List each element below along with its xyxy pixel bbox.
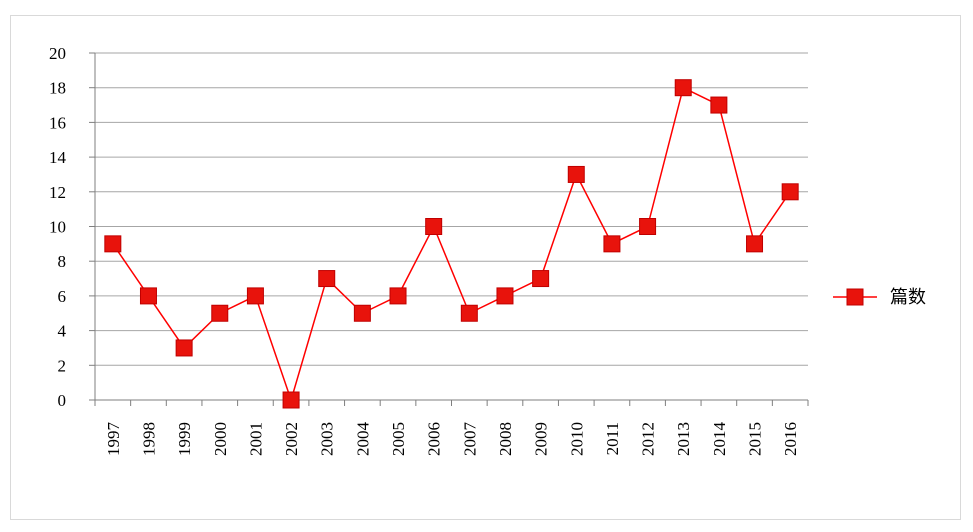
y-tick-label-2: 2 (58, 356, 67, 375)
data-point-2011 (603, 235, 621, 253)
x-tick-label-2003: 2003 (318, 422, 337, 456)
x-tick-label-1999: 1999 (175, 422, 194, 456)
x-tick-label-2002: 2002 (282, 422, 301, 456)
data-point-2004 (353, 304, 371, 322)
x-tick-label-2010: 2010 (567, 422, 586, 456)
data-point-2010 (567, 165, 585, 183)
x-tick-label-2004: 2004 (353, 422, 372, 457)
x-tick-label-2014: 2014 (710, 422, 729, 457)
data-point-2006 (425, 218, 443, 235)
x-tick-labels: 1997 1998 1999 2000 2001 2002 2003 2004 2005 2006… (104, 422, 800, 457)
chart-frame (10, 15, 961, 520)
legend-label: 篇数 (890, 287, 926, 308)
data-point-2005 (389, 287, 407, 305)
series-group (104, 79, 799, 409)
y-tick-label-4: 4 (58, 322, 67, 341)
y-tick-label-20: 20 (49, 44, 66, 63)
data-point-2007 (460, 304, 478, 322)
data-point-1999 (175, 339, 193, 357)
legend-marker (846, 288, 864, 306)
x-tick-label-2013: 2013 (674, 422, 693, 456)
data-point-2000 (211, 304, 229, 322)
y-tick-label-10: 10 (49, 218, 66, 237)
series-line-0 (112, 86, 791, 403)
y-tick-label-0: 0 (58, 391, 67, 410)
y-tick-label-6: 6 (58, 287, 67, 306)
x-tick-label-1998: 1998 (139, 422, 158, 456)
y-tick-label-12: 12 (49, 183, 66, 202)
y-tick-label-18: 18 (49, 79, 66, 98)
x-tick-label-2000: 2000 (211, 422, 230, 456)
data-point-2009 (532, 270, 550, 288)
data-point-2012 (639, 218, 657, 235)
x-tick-label-2011: 2011 (603, 422, 622, 455)
x-tick-label-2016: 2016 (781, 422, 800, 456)
x-tick-label-2005: 2005 (389, 422, 408, 456)
data-point-2014 (710, 96, 728, 114)
x-tick-label-1997: 1997 (104, 422, 123, 457)
x-tick-label-2006: 2006 (425, 422, 444, 456)
data-point-2016 (781, 183, 799, 201)
data-point-1998 (139, 287, 157, 305)
data-point-2002 (282, 391, 300, 409)
x-tick-label-2008: 2008 (496, 422, 515, 456)
data-point-1997 (104, 235, 122, 253)
data-point-2003 (318, 270, 336, 288)
gridlines (89, 52, 808, 401)
legend: 篇数 (833, 287, 926, 308)
x-tick-label-2012: 2012 (639, 422, 658, 456)
y-tick-label-8: 8 (58, 252, 67, 271)
x-tick-label-2001: 2001 (246, 422, 265, 456)
x-tick-label-2015: 2015 (746, 422, 765, 456)
y-tick-labels: 0 2 4 6 8 10 12 14 16 18 20 (49, 44, 67, 410)
x-tick-label-2007: 2007 (460, 422, 479, 457)
y-tick-label-14: 14 (49, 148, 67, 167)
y-tick-label-16: 16 (49, 113, 66, 132)
data-point-2008 (496, 287, 514, 305)
axes (94, 53, 809, 406)
data-point-2001 (246, 287, 264, 305)
data-point-2015 (746, 235, 764, 253)
data-point-2013 (674, 79, 692, 97)
x-tick-label-2009: 2009 (532, 422, 551, 456)
